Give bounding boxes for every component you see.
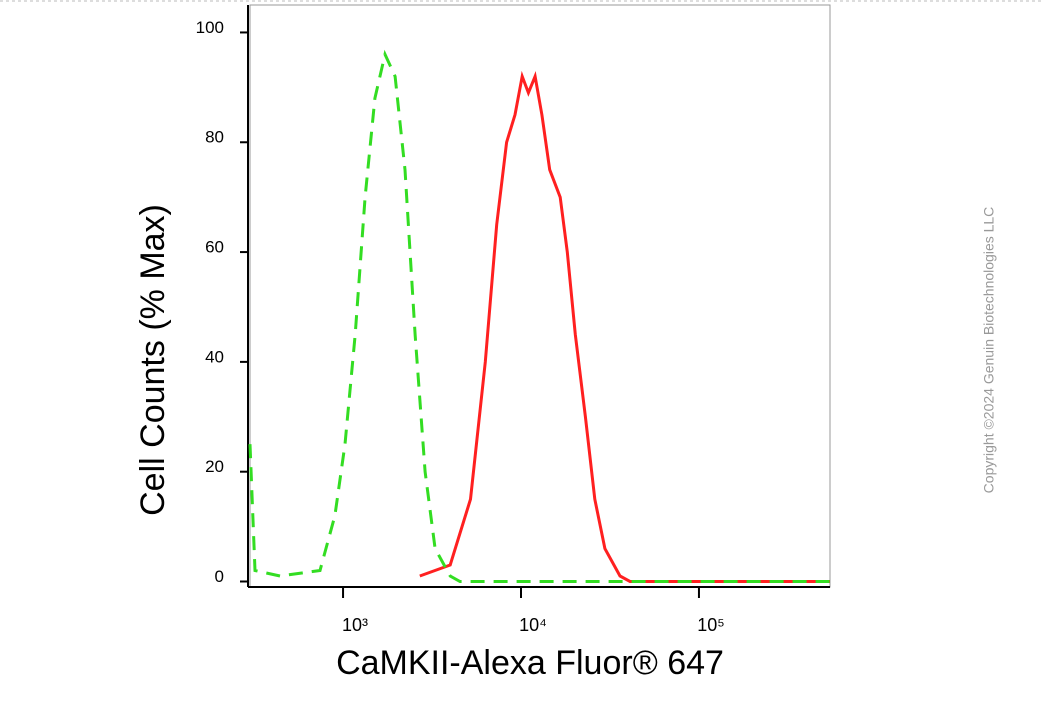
series-line (419, 70, 830, 583)
y-tick-label: 0 (215, 567, 224, 586)
x-tick-label: 10³ (342, 615, 368, 635)
copyright: Copyright ©2024 Genuin Biotechnologies L… (981, 207, 997, 494)
y-tick-label: 20 (205, 457, 224, 476)
y-tick-label: 100 (196, 18, 224, 37)
y-tick-label: 60 (205, 238, 224, 257)
x-tick-label: 10⁵ (697, 615, 724, 635)
y-tick-label: 40 (205, 347, 224, 366)
x-axis-label: CaMKII-Alexa Fluor® 647 (336, 644, 724, 682)
series-line (248, 49, 830, 583)
y-tick-label: 80 (205, 128, 224, 147)
y-axis-label: Cell Counts (% Max) (134, 204, 172, 516)
x-tick-label: 10⁴ (519, 615, 547, 635)
